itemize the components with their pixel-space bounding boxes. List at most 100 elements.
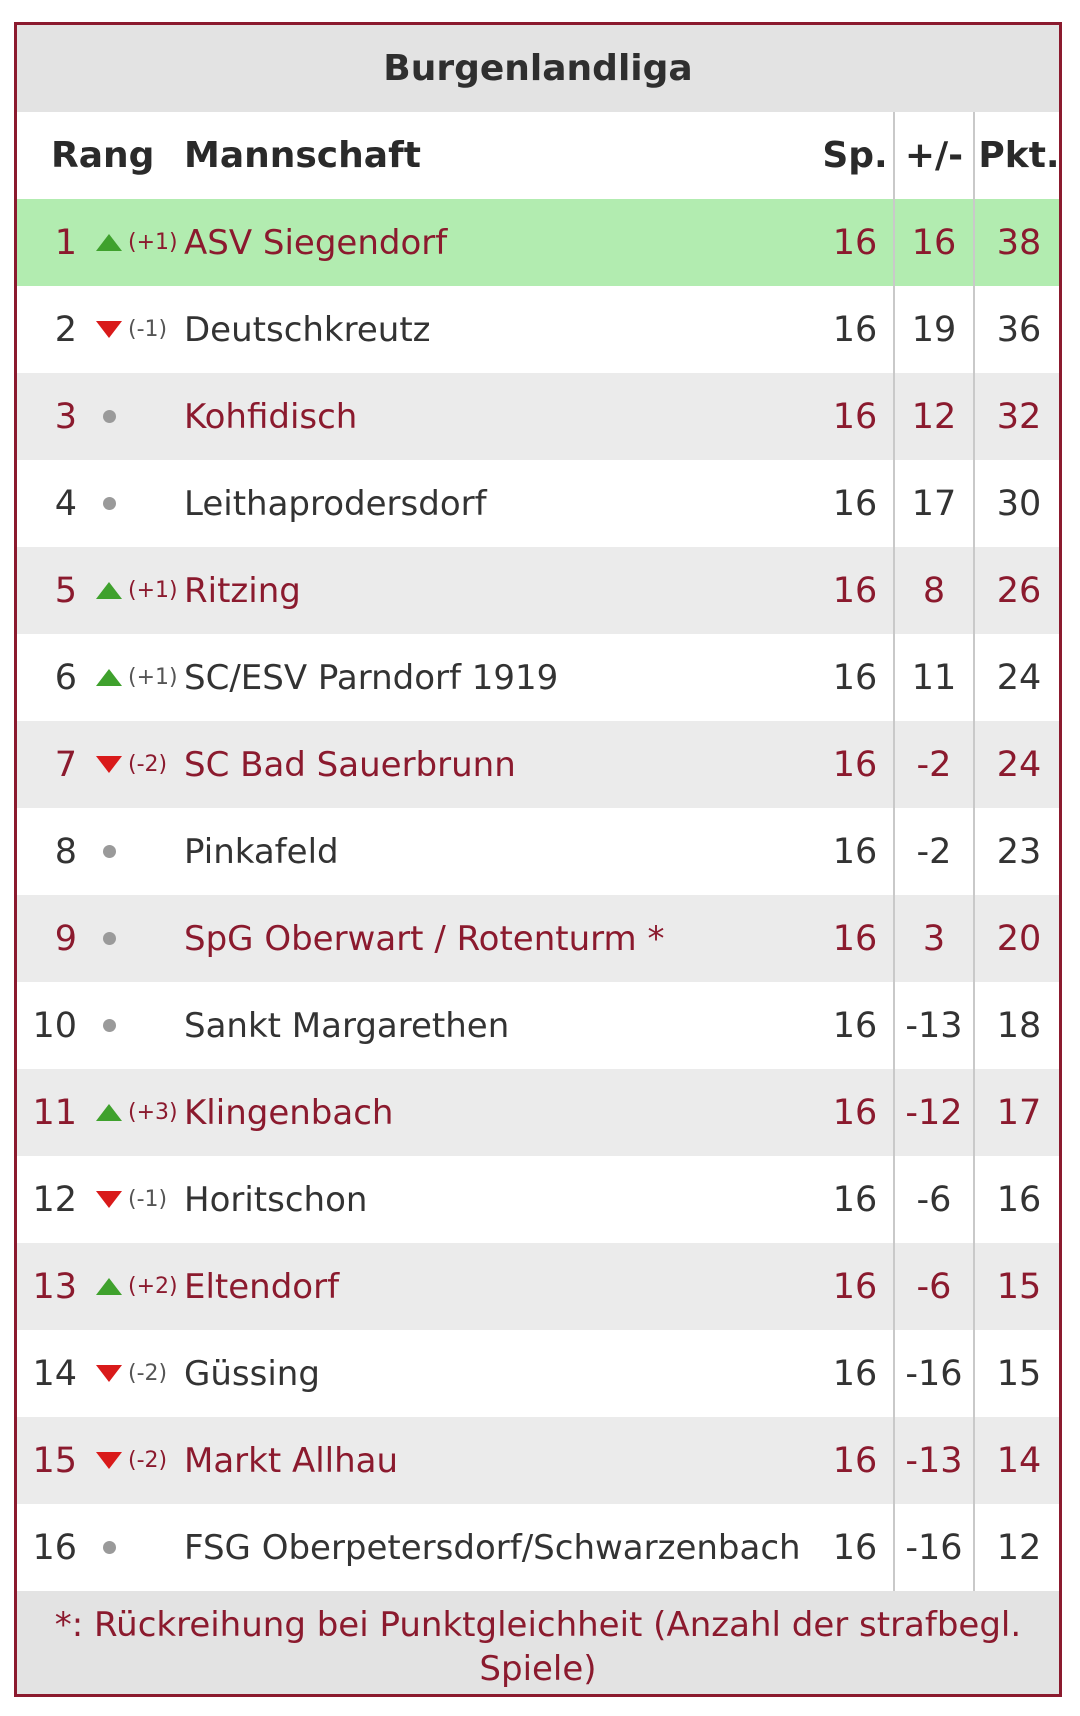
table-row[interactable]: 2 (-1) Deutschkreutz 16 19 36 (17, 286, 1059, 373)
triangle-down-icon-shape (96, 1191, 122, 1208)
triangle-up-icon (95, 229, 123, 257)
games-played: 16 (832, 222, 878, 263)
rank-cell: 3 (54, 396, 77, 437)
table-row[interactable]: 10 Sankt Margarethen 16 -13 18 (17, 982, 1059, 1069)
triangle-up-icon-shape (96, 1278, 122, 1295)
table-row[interactable]: 8 Pinkafeld 16 -2 23 (17, 808, 1059, 895)
triangle-down-icon-shape (96, 1365, 122, 1382)
points: 26 (996, 570, 1042, 611)
team-name[interactable]: Markt Allhau (184, 1440, 399, 1481)
table-row[interactable]: 15 (-2) Markt Allhau 16 -13 14 (17, 1417, 1059, 1504)
dot-icon-shape (102, 497, 116, 510)
rank-change: (-1) (128, 1187, 168, 1212)
triangle-up-icon (95, 1099, 123, 1127)
points: 23 (996, 831, 1042, 872)
rank-change: (-2) (128, 1361, 168, 1386)
team-name[interactable]: SpG Oberwart / Rotenturm * (184, 918, 665, 959)
team-name[interactable]: Leithaprodersdorf (184, 483, 487, 524)
table-row[interactable]: 13 (+2) Eltendorf 16 -6 15 (17, 1243, 1059, 1330)
table-row[interactable]: 11 (+3) Klingenbach 16 -12 17 (17, 1069, 1059, 1156)
triangle-up-icon-shape (96, 1104, 122, 1121)
rank-cell: 4 (54, 483, 77, 524)
header-rang[interactable]: Rang (51, 135, 155, 176)
team-name[interactable]: SC/ESV Parndorf 1919 (184, 657, 559, 698)
rank-cell: 15 (32, 1440, 77, 1481)
triangle-down-icon (95, 1360, 123, 1388)
table-row[interactable]: 16 FSG Oberpetersdorf/Schwarzenbach 16 -16 1… (17, 1504, 1059, 1591)
points: 24 (996, 657, 1042, 698)
rank-change: (+1) (128, 665, 178, 690)
goal-difference: -16 (905, 1527, 963, 1568)
table-row[interactable]: 6 (+1) SC/ESV Parndorf 1919 16 11 24 (17, 634, 1059, 721)
table-row[interactable]: 14 (-2) Güssing 16 -16 15 (17, 1330, 1059, 1417)
points: 15 (996, 1353, 1042, 1394)
team-name[interactable]: Güssing (184, 1353, 320, 1394)
games-played: 16 (832, 744, 878, 785)
team-name[interactable]: ASV Siegendorf (184, 222, 448, 263)
points: 14 (996, 1440, 1042, 1481)
games-played: 16 (832, 309, 878, 350)
rank-cell: 5 (54, 570, 77, 611)
rank-change: (+1) (128, 230, 178, 255)
team-name[interactable]: Ritzing (184, 570, 301, 611)
points: 38 (996, 222, 1042, 263)
table-body: 1 (+1) ASV Siegendorf 16 16 38 2 (-1) Deutschkre… (17, 199, 1059, 1591)
rank-cell: 10 (32, 1005, 77, 1046)
rank-cell: 1 (54, 222, 77, 263)
team-name[interactable]: SC Bad Sauerbrunn (184, 744, 516, 785)
dot-icon-shape (102, 1541, 116, 1554)
team-name[interactable]: FSG Oberpetersdorf/Schwarzenbach (184, 1527, 801, 1568)
games-played: 16 (832, 1353, 878, 1394)
points: 24 (996, 744, 1042, 785)
games-played: 16 (832, 483, 878, 524)
goal-difference: -6 (916, 1266, 952, 1307)
points: 15 (996, 1266, 1042, 1307)
header-goal-diff[interactable]: +/- (904, 135, 964, 176)
team-name[interactable]: Horitschon (184, 1179, 368, 1220)
header-points[interactable]: Pkt. (978, 135, 1060, 176)
games-played: 16 (832, 1440, 878, 1481)
goal-difference: 17 (911, 483, 957, 524)
games-played: 16 (832, 1092, 878, 1133)
header-games[interactable]: Sp. (822, 135, 888, 176)
team-name[interactable]: Pinkafeld (184, 831, 339, 872)
goal-difference: 8 (922, 570, 946, 611)
triangle-up-icon (95, 1273, 123, 1301)
table-row[interactable]: 7 (-2) SC Bad Sauerbrunn 16 -2 24 (17, 721, 1059, 808)
team-name[interactable]: Eltendorf (184, 1266, 340, 1307)
goal-difference: -2 (916, 744, 952, 785)
dot-icon (95, 1534, 123, 1562)
points: 12 (996, 1527, 1042, 1568)
dot-icon (95, 1012, 123, 1040)
dot-icon (95, 925, 123, 953)
table-row[interactable]: 5 (+1) Ritzing 16 8 26 (17, 547, 1059, 634)
team-name[interactable]: Deutschkreutz (184, 309, 431, 350)
goal-difference: -13 (905, 1005, 963, 1046)
goal-difference: 11 (911, 657, 957, 698)
table-row[interactable]: 3 Kohfidisch 16 12 32 (17, 373, 1059, 460)
dot-icon-shape (102, 932, 116, 945)
table-title: Burgenlandliga (17, 25, 1059, 112)
points: 20 (996, 918, 1042, 959)
dot-icon (95, 838, 123, 866)
triangle-down-icon-shape (96, 756, 122, 773)
table-row[interactable]: 9 SpG Oberwart / Rotenturm * 16 3 20 (17, 895, 1059, 982)
points: 18 (996, 1005, 1042, 1046)
points: 17 (996, 1092, 1042, 1133)
rank-change: (+3) (128, 1100, 178, 1125)
header-team[interactable]: Mannschaft (184, 135, 421, 176)
goal-difference: -2 (916, 831, 952, 872)
table-row[interactable]: 4 Leithaprodersdorf 16 17 30 (17, 460, 1059, 547)
triangle-up-icon (95, 577, 123, 605)
goal-difference: 16 (911, 222, 957, 263)
table-row[interactable]: 12 (-1) Horitschon 16 -6 16 (17, 1156, 1059, 1243)
table-row[interactable]: 1 (+1) ASV Siegendorf 16 16 38 (17, 199, 1059, 286)
standings-table: Burgenlandliga Rang Mannschaft Sp. +/- P… (14, 22, 1062, 1697)
standings-grid: Rang Mannschaft Sp. +/- Pkt. 1 (+1) ASV Si… (17, 112, 1060, 1591)
team-name[interactable]: Sankt Margarethen (184, 1005, 510, 1046)
points: 32 (996, 396, 1042, 437)
dot-icon-shape (102, 410, 116, 423)
rank-change: (-2) (128, 752, 168, 777)
team-name[interactable]: Kohfidisch (184, 396, 358, 437)
team-name[interactable]: Klingenbach (184, 1092, 394, 1133)
